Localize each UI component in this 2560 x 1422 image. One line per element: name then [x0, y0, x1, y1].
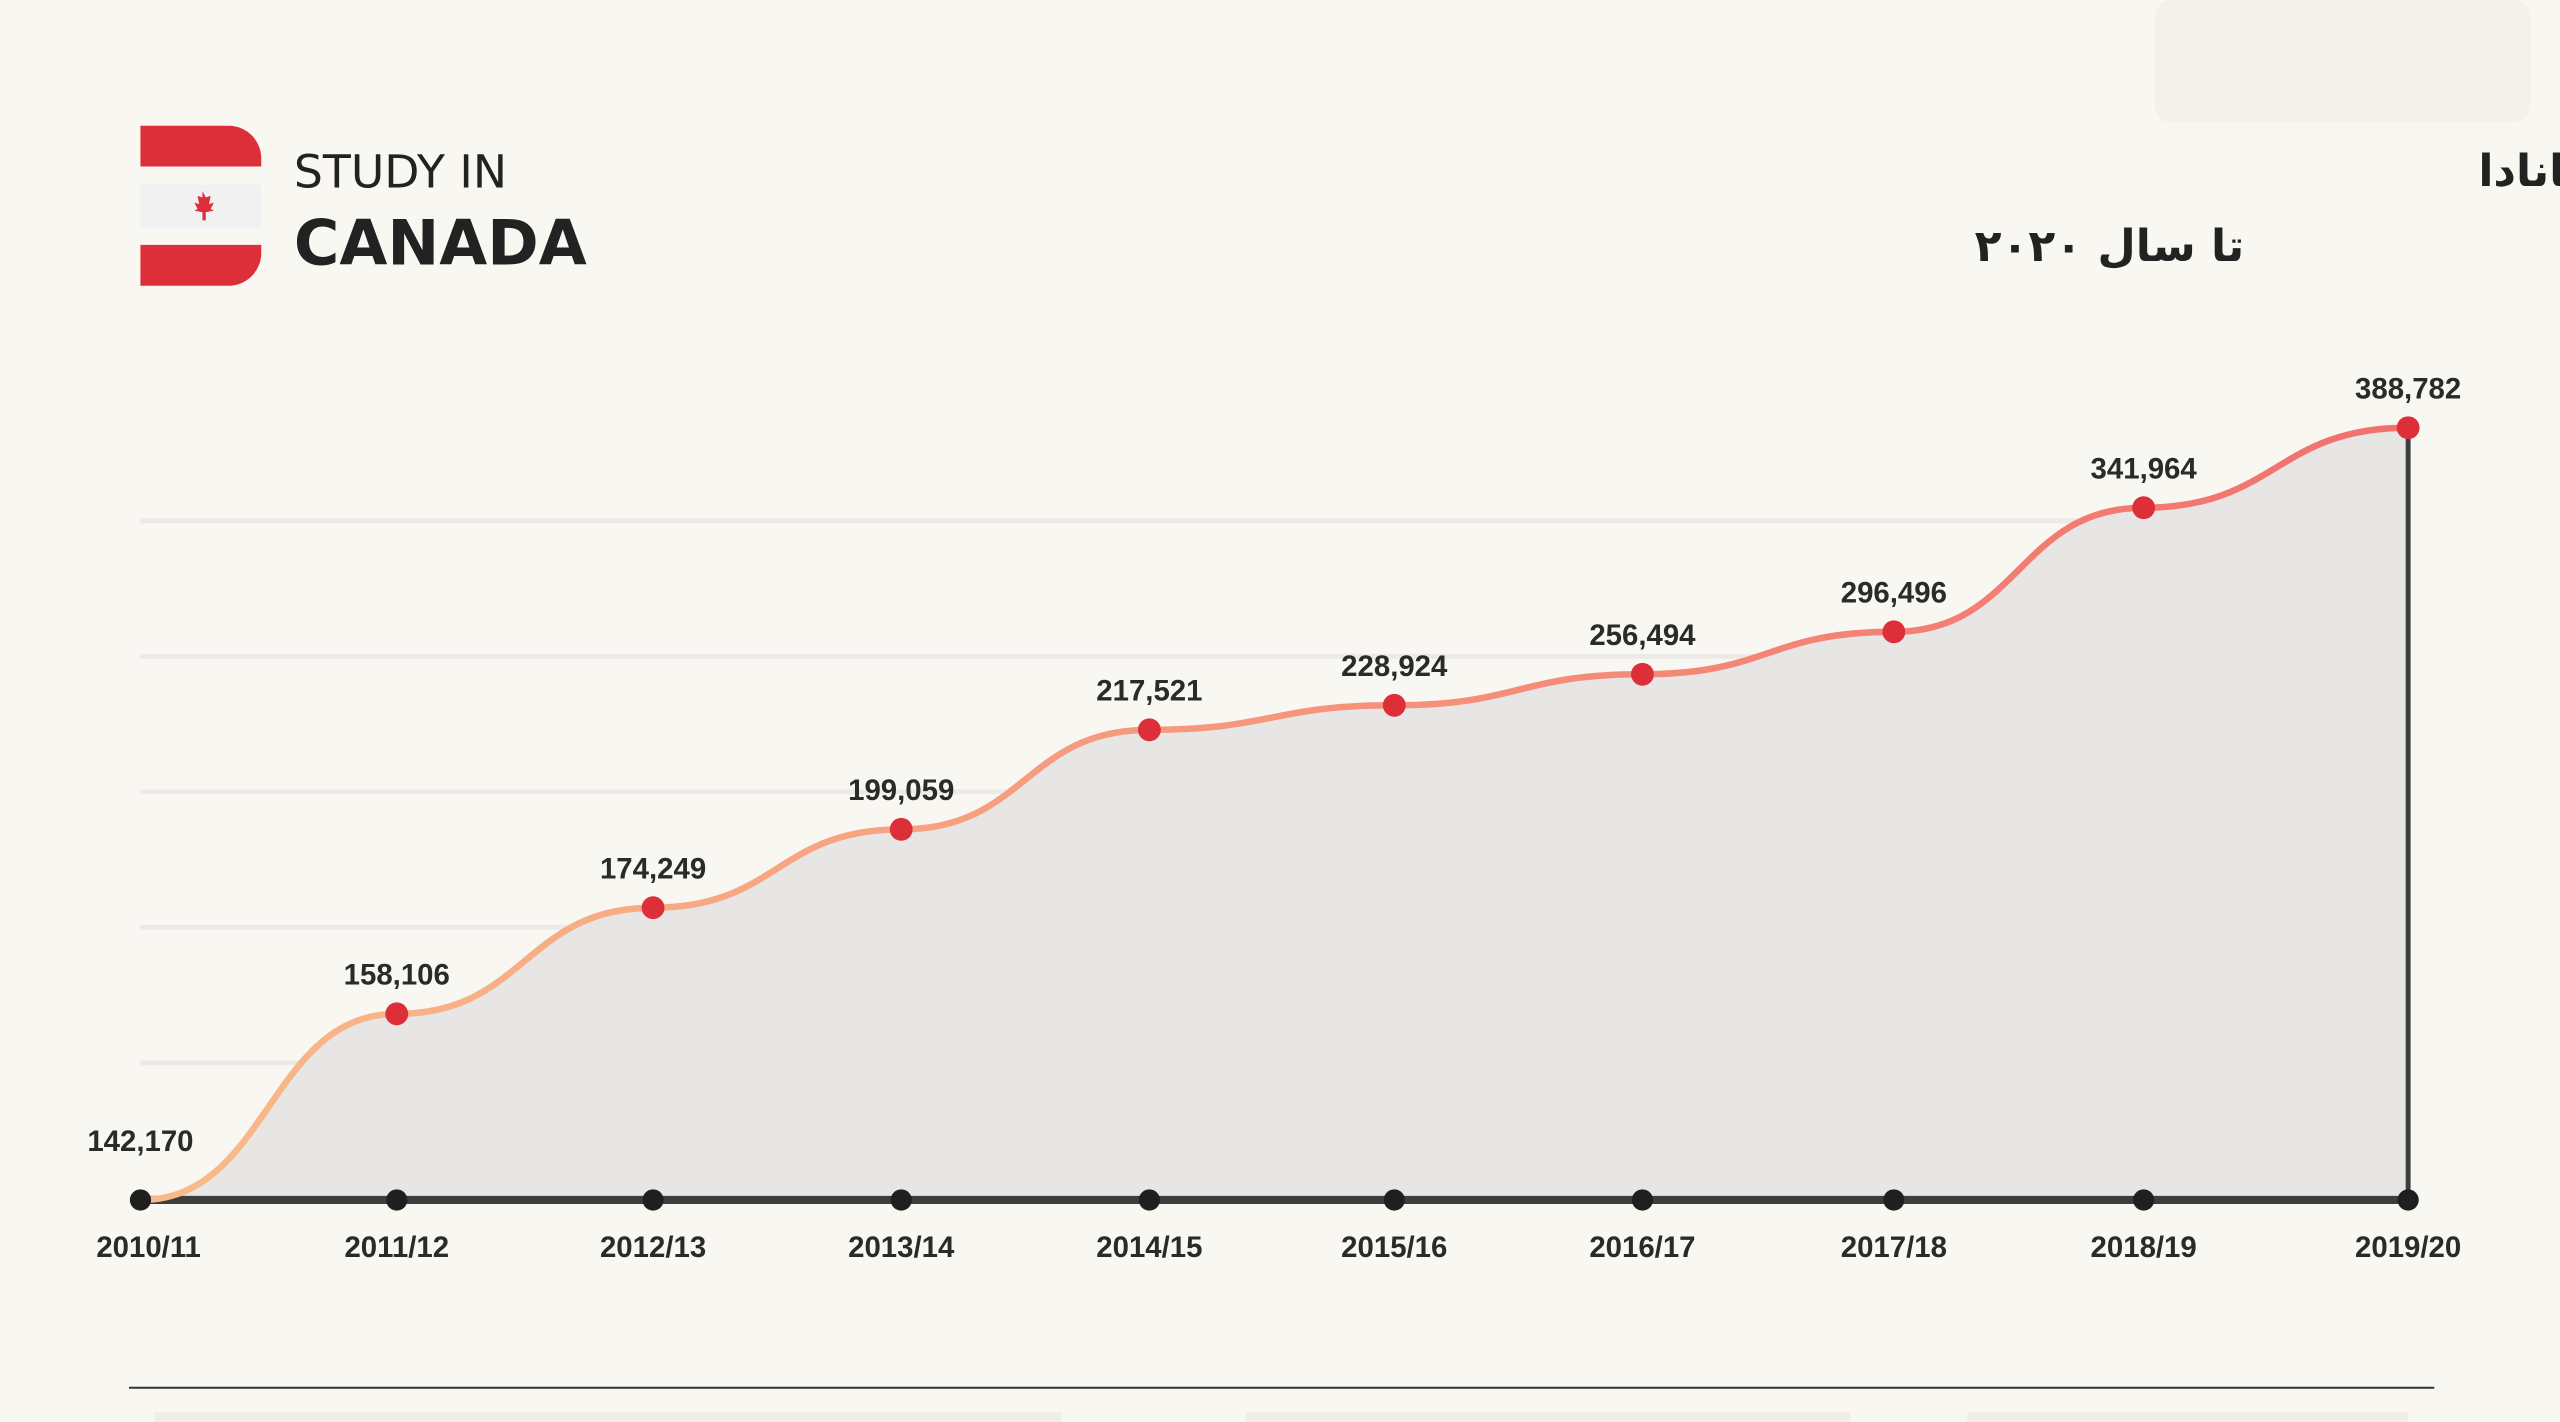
x-tick-label: 2017/18: [1841, 1231, 1947, 1264]
chart-title-line1: تعداد دانشجویان بین‌المللی در کانادا: [2478, 146, 2560, 197]
faint-decoration: [2155, 0, 2531, 123]
axis-tick-dot: [1138, 1189, 1161, 1211]
x-tick-label: 2010/11: [96, 1231, 201, 1264]
axis-tick-dot: [1383, 1189, 1405, 1211]
data-label: 174,249: [600, 852, 706, 885]
data-label: 228,924: [1341, 650, 1448, 683]
data-point: [1882, 620, 1906, 644]
series-line: [140, 424, 2409, 1204]
maple-leaf-icon: [194, 191, 214, 221]
data-label: 256,494: [1589, 619, 1696, 652]
x-tick-label: 2015/16: [1341, 1231, 1447, 1264]
data-point: [385, 1002, 409, 1026]
canada-flag-logo: [140, 125, 262, 286]
faint-footer-text: [155, 1412, 1062, 1422]
data-label: 158,106: [344, 958, 450, 991]
x-tick-label: 2011/12: [344, 1231, 449, 1264]
axis-tick-dot: [2133, 1189, 2155, 1211]
data-label: 388,782: [2355, 372, 2461, 405]
brand-line2: CANADA: [294, 206, 587, 279]
data-point: [641, 896, 665, 920]
data-point: [1382, 693, 1406, 717]
x-tick-label: 2016/17: [1589, 1231, 1695, 1264]
x-tick-label: 2014/15: [1096, 1231, 1202, 1264]
x-tick-label: 2013/14: [848, 1231, 955, 1264]
axis-tick-dot: [1883, 1189, 1905, 1211]
axis-tick-dot: [890, 1189, 912, 1211]
brand-line1: STUDY IN: [294, 146, 507, 199]
axis-tick-dot: [642, 1189, 664, 1211]
chart-title-line2: تا سال ۲۰۲۰: [1975, 221, 2245, 272]
data-point: [2396, 416, 2420, 440]
area-fill: [140, 427, 2409, 1200]
data-label: 199,059: [848, 774, 954, 807]
data-label: 217,521: [1096, 674, 1202, 707]
axis-tick-dot: [2397, 1189, 2419, 1211]
data-point: [2132, 496, 2156, 520]
data-label: 142,170: [87, 1125, 193, 1158]
axis-tick-dot: [386, 1189, 408, 1211]
data-point: [1137, 718, 1161, 742]
x-tick-label: 2019/20: [2355, 1231, 2461, 1264]
data-label: 296,496: [1841, 576, 1947, 609]
data-label: 341,964: [2091, 452, 2198, 485]
x-tick-label: 2012/13: [600, 1231, 706, 1264]
axis-tick-dot: [1631, 1189, 1654, 1211]
faint-footer-text: [1245, 1412, 1850, 1422]
x-tick-label: 2018/19: [2091, 1231, 2197, 1264]
data-point: [1631, 662, 1654, 686]
data-point: [889, 817, 913, 841]
faint-footer-text: [1967, 1412, 2409, 1422]
axis-tick-dot: [129, 1189, 152, 1211]
